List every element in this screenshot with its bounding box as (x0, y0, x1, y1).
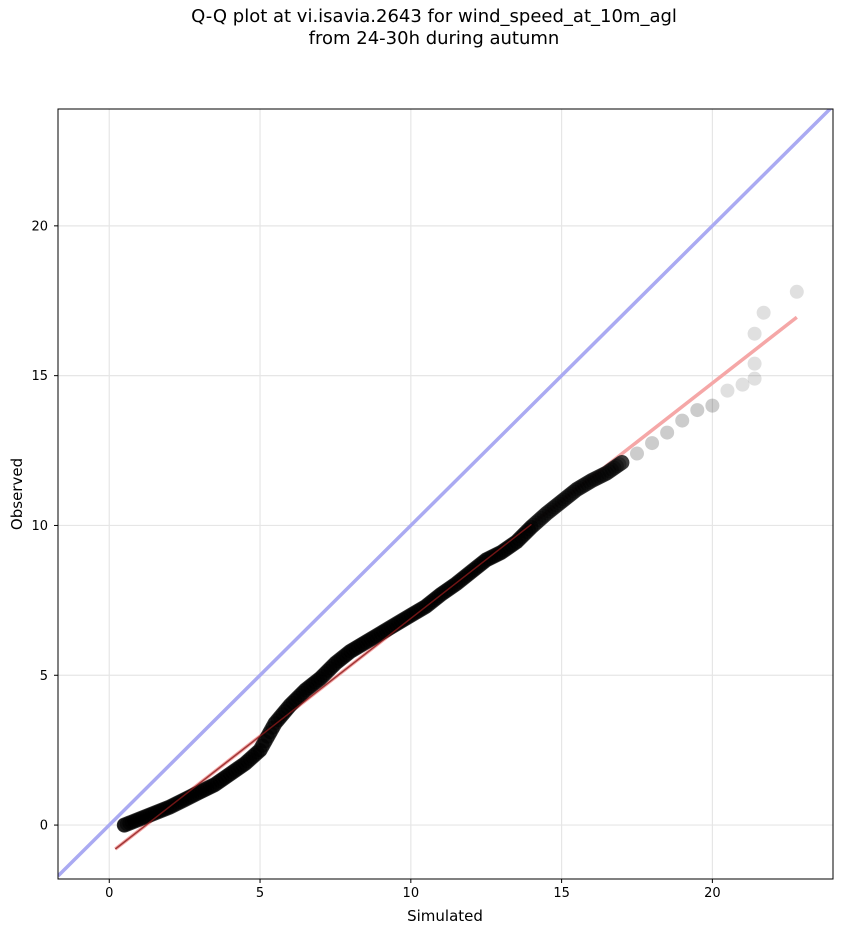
quantile-point (537, 508, 552, 523)
quantile-point (526, 517, 541, 532)
plot-frame (57, 108, 834, 880)
quantile-point (539, 506, 554, 521)
y-tick-label: 0 (40, 819, 48, 834)
chart-title-line-1: Q-Q plot at vi.isavia.2643 for wind_spee… (191, 6, 677, 27)
y-tick-label: 10 (31, 519, 48, 534)
quantile-point (559, 490, 574, 505)
quantile-point (567, 484, 582, 499)
quantile-point (544, 502, 559, 517)
quantile-point (607, 460, 622, 475)
y-tick-label: 20 (31, 219, 48, 234)
quantile-point (584, 473, 599, 488)
chart-title: Q-Q plot at vi.isavia.2643 for wind_spee… (0, 6, 843, 50)
quantile-point (589, 471, 604, 486)
quantile-point (612, 457, 627, 472)
quantile-point (564, 486, 579, 501)
x-axis-ticks: 0 5 10 15 20 (105, 879, 721, 901)
quantile-point (675, 413, 690, 428)
y-tick-label: 15 (31, 369, 48, 384)
quantile-point (572, 481, 587, 496)
quantile-point (747, 326, 762, 341)
quantile-point (735, 377, 750, 392)
quantile-point (577, 478, 592, 493)
quantile-point (602, 464, 617, 479)
x-tick-label: 20 (704, 886, 721, 901)
fit-line-overlay (114, 523, 532, 850)
quantile-point (534, 510, 549, 525)
x-tick-label: 10 (403, 886, 420, 901)
quantile-point (690, 403, 705, 418)
quantile-point (660, 425, 675, 440)
chart-title-line-2: from 24-30h during autumn (308, 28, 560, 49)
quantile-point (552, 496, 567, 511)
plot-area (58, 109, 833, 879)
y-axis-label: Observed (8, 458, 26, 530)
y-tick-label: 5 (40, 669, 48, 684)
x-tick-label: 15 (553, 886, 570, 901)
x-tick-label: 5 (256, 886, 264, 901)
quantile-point (587, 472, 602, 487)
y-axis-ticks: 0 5 10 15 20 (31, 219, 58, 834)
quantile-point (529, 515, 544, 530)
quantile-point (562, 488, 577, 503)
quantile-point (557, 492, 572, 507)
quantile-point (720, 383, 735, 398)
quantile-point (569, 482, 584, 497)
quantile-point (789, 284, 804, 299)
quantile-point (582, 475, 597, 490)
quantile-point (549, 498, 564, 513)
quantile-point (629, 446, 644, 461)
quantile-point (574, 479, 589, 494)
x-tick-label: 0 (105, 886, 113, 901)
quantile-point (756, 305, 771, 320)
quantile-point (554, 494, 569, 509)
identity-line (58, 109, 833, 878)
quantile-point (599, 466, 614, 481)
quantile-point (645, 436, 660, 451)
quantile-point (542, 504, 557, 519)
quantile-point (531, 513, 546, 528)
quantile-point (747, 356, 762, 371)
quantile-point (592, 469, 607, 484)
data-points (114, 284, 804, 850)
quantile-point (747, 371, 762, 386)
quantile-point (705, 398, 720, 413)
quantile-point (579, 476, 594, 491)
quantile-point (597, 467, 612, 482)
quantile-point (547, 500, 562, 515)
x-axis-label: Simulated (407, 907, 483, 925)
quantile-point (604, 462, 619, 477)
quantile-point (609, 459, 624, 474)
quantile-point (524, 519, 539, 534)
quantile-point (594, 468, 609, 483)
